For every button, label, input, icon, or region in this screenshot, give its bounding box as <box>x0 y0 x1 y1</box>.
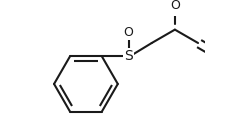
Text: O: O <box>124 26 134 39</box>
Text: O: O <box>170 0 180 12</box>
Text: S: S <box>124 49 133 63</box>
